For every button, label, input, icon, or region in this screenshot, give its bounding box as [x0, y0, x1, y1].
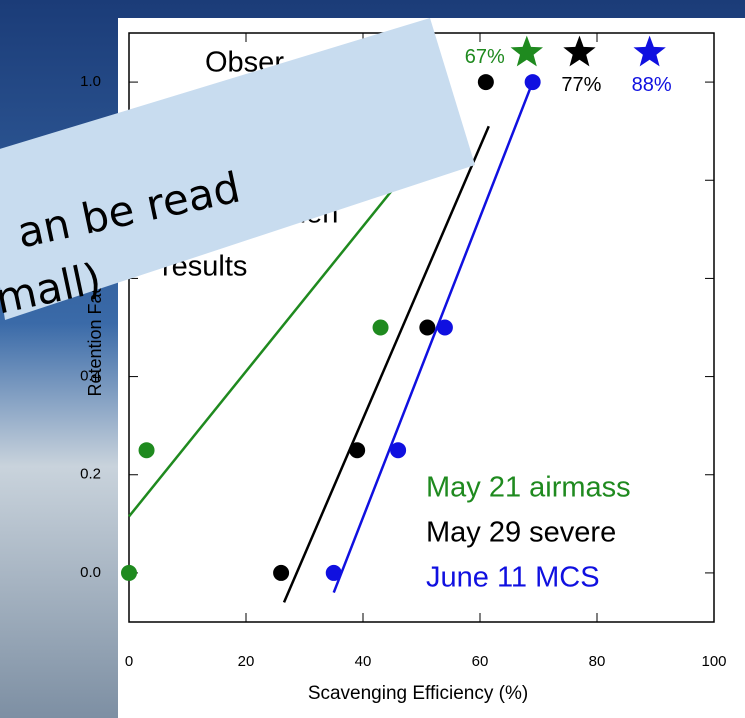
point: [273, 564, 290, 581]
fit-line: [282, 125, 490, 603]
point: [524, 74, 541, 91]
star-label: 77%: [561, 74, 601, 96]
star: [563, 35, 596, 67]
star-label: 67%: [465, 46, 505, 68]
x-tick-label: 80: [589, 653, 606, 670]
point: [325, 564, 342, 581]
point: [477, 74, 494, 91]
banner: [0, 18, 475, 320]
x-tick-label: 100: [701, 653, 726, 670]
point: [372, 319, 389, 336]
star: [633, 35, 666, 67]
fit-line: [332, 81, 534, 594]
x-tick-label: 60: [472, 653, 489, 670]
y-axis-label: Retention Factor: [85, 263, 105, 396]
annotation: 67% May 21 airmass 77% May 29 severe 88% June…: [162, 35, 672, 594]
fit-line: [128, 189, 394, 518]
legend-entry: June 11 MCS: [426, 562, 600, 594]
y-tick-label: 0.0: [80, 564, 101, 581]
point: [436, 319, 453, 336]
y-tick-label: 1.0: [80, 73, 101, 90]
legend-entry: May 21 airmass: [426, 472, 631, 504]
star: [510, 35, 543, 67]
star-label: 88%: [632, 74, 672, 96]
y-tick-label: 0.2: [80, 466, 101, 483]
x-tick-label: 0: [125, 653, 133, 670]
point: [138, 442, 155, 459]
x-tick-label: 40: [355, 653, 372, 670]
point: [121, 564, 137, 581]
y-tick-label: 0.4: [80, 368, 101, 385]
x-axis-label: Scavenging Efficiency (%): [308, 683, 528, 704]
point: [390, 442, 407, 459]
legend-entry: May 29 severe: [426, 517, 616, 549]
point: [349, 442, 366, 459]
point: [419, 319, 436, 336]
x-tick-label: 20: [238, 653, 255, 670]
